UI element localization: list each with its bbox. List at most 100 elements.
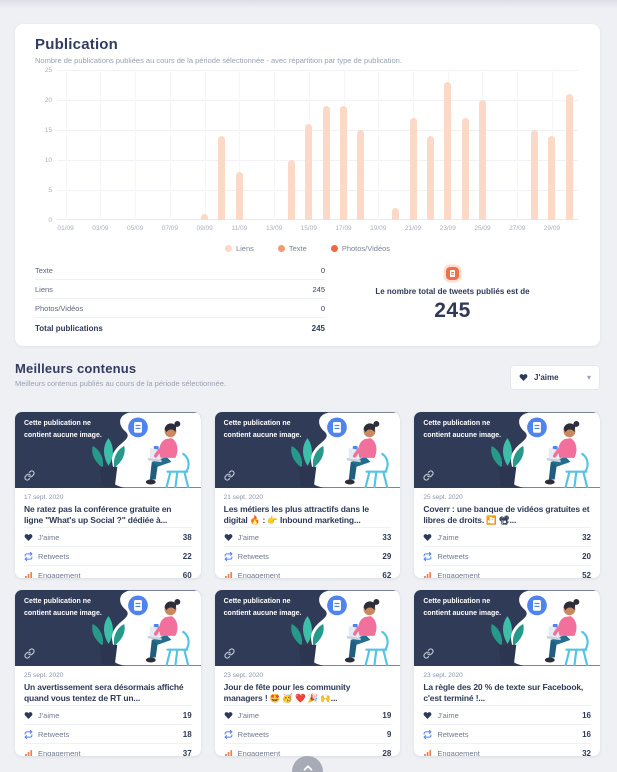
plant-illustration bbox=[91, 438, 125, 487]
content-card[interactable]: Cette publication ne contient aucune ima… bbox=[414, 412, 600, 578]
stat-label: J'aime bbox=[237, 532, 260, 542]
chart-bar[interactable] bbox=[357, 130, 365, 220]
card-date: 23 sept. 2020 bbox=[223, 672, 264, 679]
x-axis-tick-label: 01/09 bbox=[57, 225, 74, 232]
chart-bar[interactable] bbox=[305, 124, 313, 220]
legend-label: Liens bbox=[235, 244, 254, 253]
x-axis-tick-label: 15/09 bbox=[300, 225, 317, 232]
chart-bar[interactable] bbox=[478, 100, 486, 220]
stat-row-jaime: J'aime 19 bbox=[223, 705, 392, 724]
stat-label: J'aime bbox=[38, 710, 60, 720]
y-axis-tick-label: 25 bbox=[44, 66, 52, 74]
content-card[interactable]: Cette publication ne contient aucune ima… bbox=[15, 412, 201, 578]
publication-panel: Publication Nombre de publications publi… bbox=[15, 24, 600, 346]
retweet-icon bbox=[224, 551, 233, 561]
stat-value: 38 bbox=[182, 532, 192, 542]
card-header: Cette publication ne contient aucune ima… bbox=[15, 590, 201, 666]
gridline-v bbox=[378, 70, 380, 220]
chart-bar[interactable] bbox=[565, 94, 573, 220]
heart-icon bbox=[224, 711, 233, 719]
card-title: La règle des 20 % de texte sur Facebook,… bbox=[423, 682, 584, 704]
no-image-overlay-text: Cette publication ne contient aucune ima… bbox=[223, 598, 302, 618]
stat-value: 32 bbox=[582, 748, 591, 757]
no-image-overlay-text: Cette publication ne contient aucune ima… bbox=[423, 598, 502, 618]
stat-label: J'aime bbox=[437, 532, 459, 542]
link-icon bbox=[423, 648, 434, 659]
card-body: 21 sept. 2020 Les métiers les plus attra… bbox=[215, 488, 401, 578]
card-date: 23 sept. 2020 bbox=[423, 672, 463, 679]
chart-bar[interactable] bbox=[235, 172, 243, 220]
card-title: Jour de fête pour les community managers… bbox=[223, 682, 351, 704]
retweet-icon bbox=[423, 729, 432, 739]
card-body: 25 sept. 2020 Un avertissement sera déso… bbox=[15, 666, 201, 756]
y-axis-tick-label: 20 bbox=[44, 96, 52, 104]
content-card[interactable]: Cette publication ne contient aucune ima… bbox=[214, 412, 401, 578]
person-illustration bbox=[145, 420, 180, 485]
publication-summary-row: Texte 0 Liens 245 Photos/Vidéos 0 Total public… bbox=[35, 261, 580, 339]
gridline-v bbox=[239, 70, 241, 220]
x-axis-tick-label: 13/09 bbox=[265, 225, 283, 232]
card-body: 23 sept. 2020 La règle des 20 % de texte… bbox=[414, 666, 600, 756]
stat-row-engagement: Engagement 62 bbox=[223, 565, 392, 578]
chart-bar[interactable] bbox=[548, 136, 556, 220]
chart-bar[interactable] bbox=[340, 106, 348, 220]
row-value: 0 bbox=[320, 265, 325, 275]
content-card[interactable]: Cette publication ne contient aucune ima… bbox=[414, 590, 600, 756]
content-card[interactable]: Cette publication ne contient aucune ima… bbox=[15, 590, 201, 756]
legend-item[interactable]: Texte bbox=[277, 244, 307, 253]
chevron-up-icon bbox=[303, 764, 312, 771]
x-axis-tick-label: 21/09 bbox=[404, 225, 422, 232]
stat-row-jaime: J'aime 19 bbox=[24, 705, 192, 724]
chair-illustration bbox=[564, 452, 589, 488]
stat-row-retweets: Retweets 20 bbox=[423, 546, 591, 565]
stat-label: J'aime bbox=[437, 710, 459, 720]
table-row: Liens 245 bbox=[35, 280, 325, 299]
sort-dropdown[interactable]: J'aime ▾ bbox=[510, 365, 600, 390]
legend-dot-icon bbox=[224, 245, 232, 252]
stat-label: Retweets bbox=[237, 729, 269, 739]
retweet-icon bbox=[24, 729, 33, 739]
card-header: Cette publication ne contient aucune ima… bbox=[15, 412, 201, 488]
gridline-v bbox=[204, 70, 206, 220]
stat-label: Engagement bbox=[38, 748, 81, 757]
chart-bar[interactable] bbox=[444, 82, 452, 220]
card-header: Cette publication ne contient aucune ima… bbox=[414, 412, 600, 488]
legend-item[interactable]: Liens bbox=[224, 244, 254, 253]
row-value: 245 bbox=[312, 284, 325, 294]
stat-label: Retweets bbox=[237, 551, 269, 561]
chart-bar[interactable] bbox=[426, 136, 434, 220]
gridline-v bbox=[274, 70, 276, 220]
chart-bar[interactable] bbox=[322, 106, 330, 220]
no-image-overlay-text: Cette publication ne contient aucune ima… bbox=[24, 420, 102, 440]
chart-bar[interactable] bbox=[201, 214, 209, 220]
row-value: 0 bbox=[320, 303, 325, 313]
row-label: Texte bbox=[35, 265, 53, 275]
content-card[interactable]: Cette publication ne contient aucune ima… bbox=[214, 590, 401, 756]
plant-illustration bbox=[491, 616, 524, 665]
chair-illustration bbox=[165, 630, 190, 666]
engagement-bars-icon bbox=[424, 571, 432, 578]
chart-bar[interactable] bbox=[218, 136, 226, 220]
person-illustration bbox=[345, 598, 380, 663]
stat-value: 9 bbox=[386, 729, 392, 739]
card-body: 25 sept. 2020 Coverr : une banque de vid… bbox=[414, 488, 600, 578]
stat-row-jaime: J'aime 33 bbox=[223, 527, 392, 546]
x-axis-tick-label: 07/09 bbox=[161, 225, 179, 232]
gridline-h bbox=[57, 219, 578, 220]
chart-bar[interactable] bbox=[392, 208, 400, 220]
top-shadow bbox=[0, 0, 617, 8]
legend-item[interactable]: Photos/Vidéos bbox=[330, 244, 390, 253]
chart-bar[interactable] bbox=[409, 118, 417, 220]
scroll-to-top-button[interactable] bbox=[292, 756, 323, 772]
best-content-title: Meilleurs contenus bbox=[15, 361, 137, 376]
card-header: Cette publication ne contient aucune ima… bbox=[414, 590, 600, 666]
chart-bar[interactable] bbox=[531, 130, 539, 220]
chart-bar[interactable] bbox=[287, 160, 295, 220]
illustration bbox=[491, 412, 600, 488]
illustration bbox=[91, 590, 201, 666]
chart-bar[interactable] bbox=[461, 118, 469, 220]
gridline-v bbox=[517, 70, 519, 220]
row-label: Liens bbox=[35, 284, 53, 294]
person-illustration bbox=[544, 420, 580, 485]
link-icon bbox=[224, 470, 235, 481]
